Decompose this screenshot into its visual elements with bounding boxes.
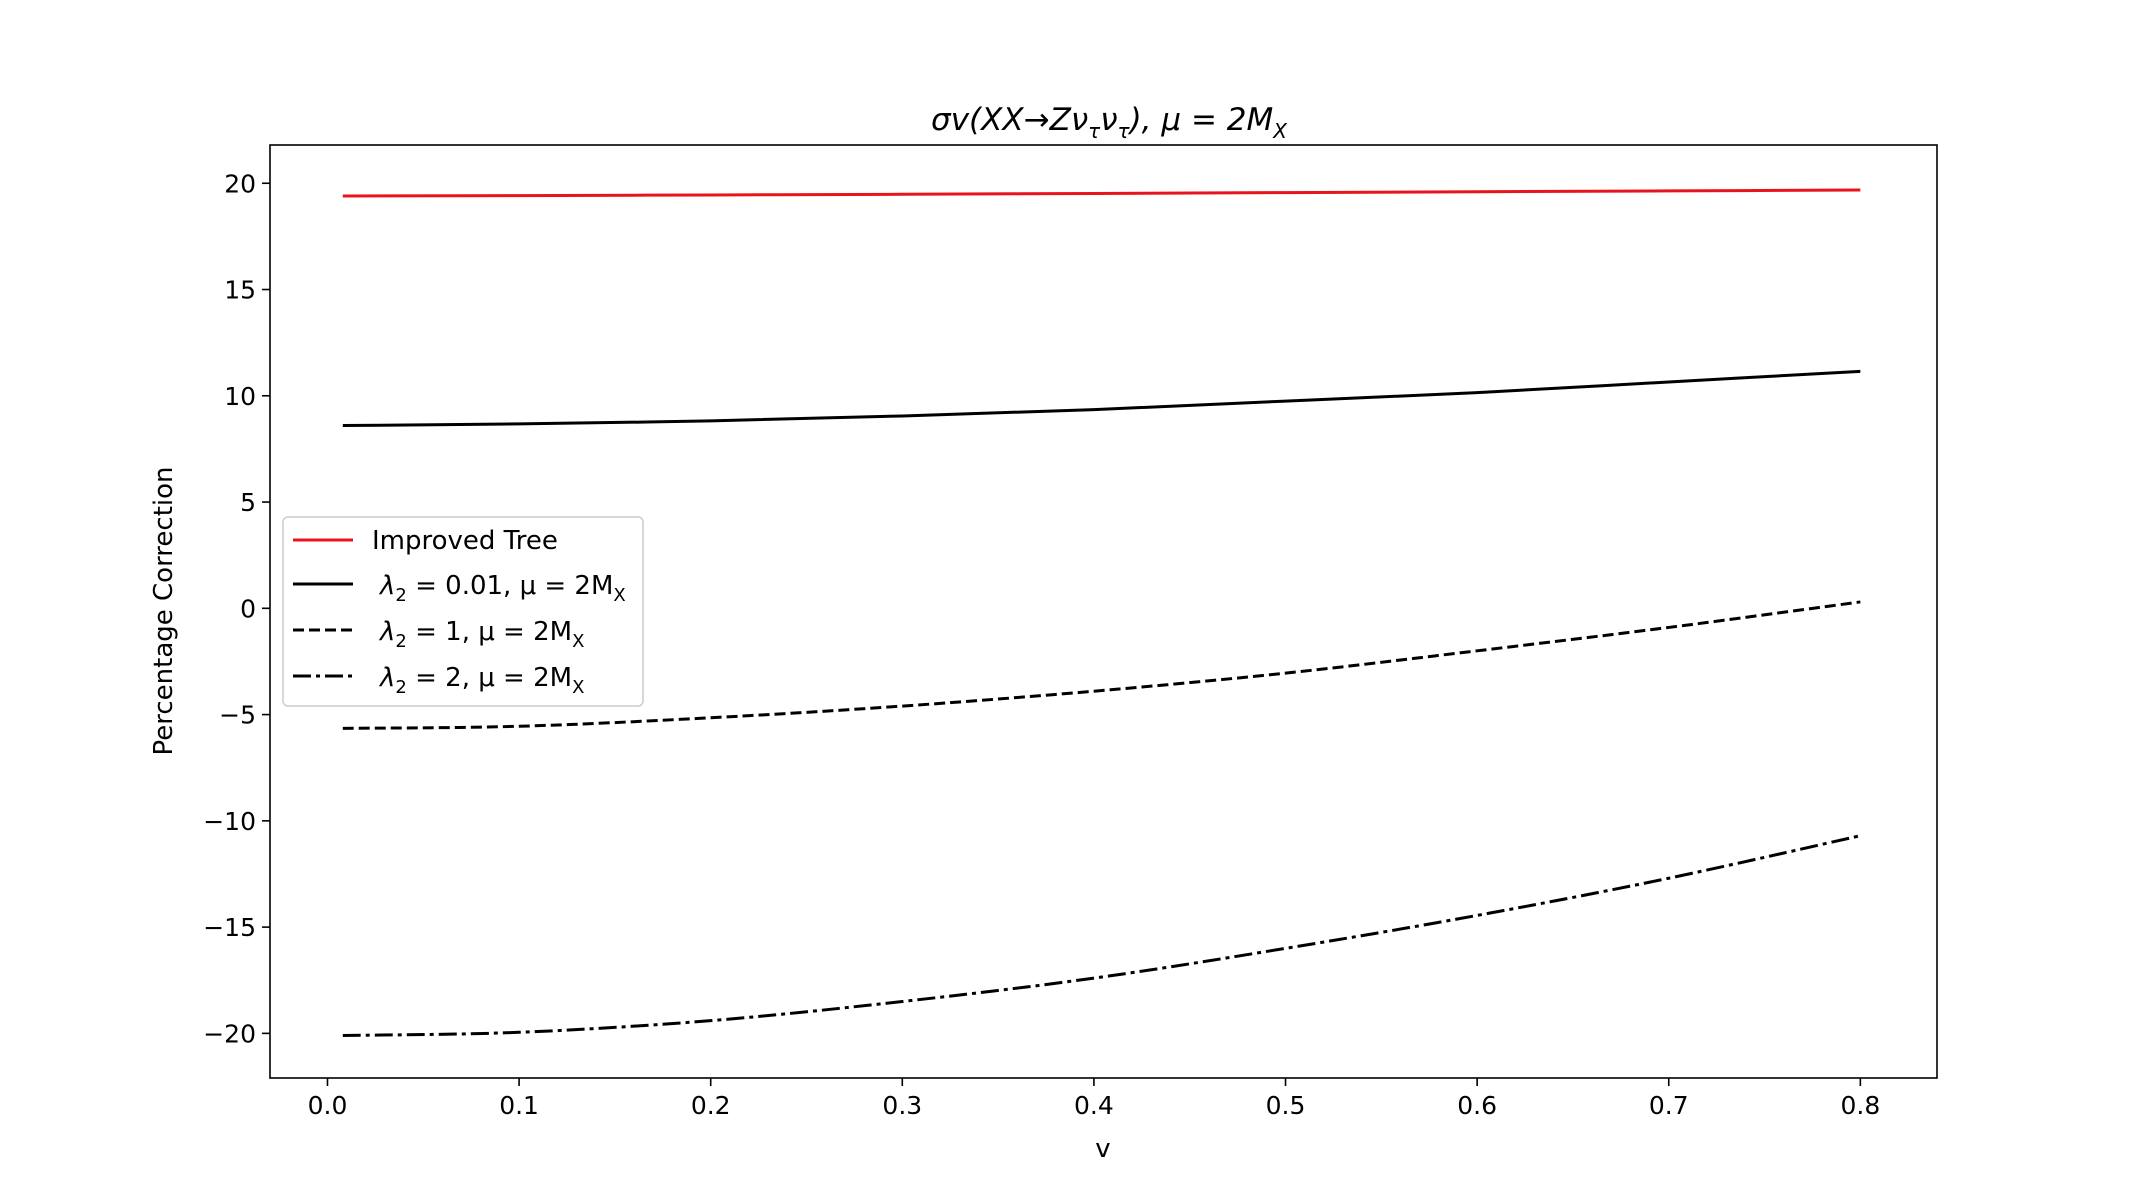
- legend-box: [282, 516, 644, 707]
- series-lambda-001: [342, 369, 1861, 428]
- x-tick-label: 0.7: [1649, 1091, 1689, 1120]
- x-tick-label: 0.8: [1840, 1091, 1880, 1120]
- y-tick-label: 20: [224, 169, 256, 198]
- y-tick-label: −10: [203, 807, 256, 836]
- series-layer: [342, 188, 1861, 1037]
- series-improved-tree: [342, 188, 1861, 198]
- x-tick-label: 0.5: [1266, 1091, 1306, 1120]
- y-tick-label: 5: [240, 488, 256, 517]
- series-lambda-1: [342, 600, 1861, 730]
- x-tick-label: 0.0: [308, 1091, 348, 1120]
- x-tick-label: 0.1: [499, 1091, 539, 1120]
- y-tick-label: 0: [240, 594, 256, 623]
- x-tick-label: 0.3: [882, 1091, 922, 1120]
- legend: Improved Tree λ2 = 0.01, μ = 2MX λ2 = 1,…: [282, 516, 644, 707]
- x-axis: 0.0 0.1 0.2 0.3 0.4 0.5 0.6 0.7 0.8: [308, 1078, 1880, 1120]
- y-axis-label: Percentage Correction: [149, 466, 179, 755]
- chart-title: σv(XX→Zντντ), μ = 2MX: [931, 102, 1288, 143]
- legend-label-lambda-1: λ2 = 1, μ = 2MX: [378, 617, 584, 652]
- x-tick-label: 0.4: [1074, 1091, 1114, 1120]
- y-tick-label: −20: [203, 1019, 256, 1048]
- x-tick-label: 0.2: [691, 1091, 731, 1120]
- x-tick-label: 0.6: [1457, 1091, 1497, 1120]
- legend-label-improved-tree: Improved Tree: [372, 526, 558, 556]
- legend-label-lambda-2: λ2 = 2, μ = 2MX: [378, 663, 584, 698]
- y-axis: 20 15 10 5 0 −5 −10 −15 −20: [203, 169, 270, 1048]
- series-lambda-2: [342, 834, 1861, 1037]
- y-tick-label: −5: [219, 701, 256, 730]
- legend-label-lambda-001: λ2 = 0.01, μ = 2MX: [378, 571, 626, 606]
- y-tick-label: −15: [203, 913, 256, 942]
- x-axis-label: v: [1095, 1134, 1110, 1164]
- plot-frame: [269, 144, 1938, 1079]
- y-tick-label: 10: [224, 382, 256, 411]
- y-tick-label: 15: [224, 276, 256, 305]
